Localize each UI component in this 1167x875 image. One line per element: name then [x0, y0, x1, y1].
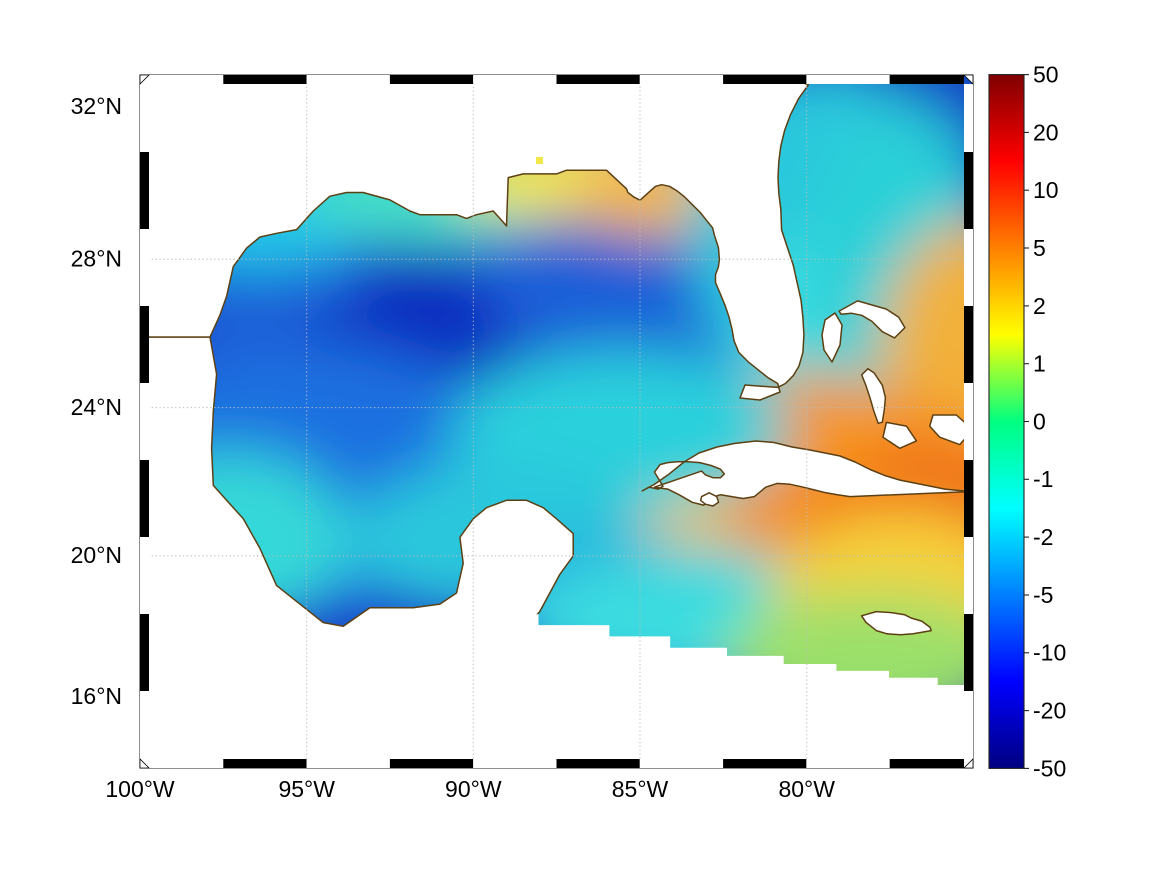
svg-text:-50: -50 [1033, 755, 1066, 781]
svg-text:32°N: 32°N [71, 93, 122, 119]
svg-text:20: 20 [1033, 119, 1059, 145]
svg-text:24°N: 24°N [71, 394, 122, 420]
svg-text:5: 5 [1033, 235, 1046, 261]
svg-text:-20: -20 [1033, 698, 1066, 724]
svg-text:20°N: 20°N [71, 542, 122, 568]
svg-text:-2: -2 [1033, 524, 1053, 550]
svg-text:2: 2 [1033, 293, 1046, 319]
svg-text:0: 0 [1033, 408, 1046, 434]
svg-text:28°N: 28°N [71, 246, 122, 272]
svg-text:-5: -5 [1033, 582, 1053, 608]
svg-text:10: 10 [1033, 177, 1059, 203]
svg-text:85°W: 85°W [612, 776, 669, 802]
svg-text:90°W: 90°W [445, 776, 502, 802]
svg-text:95°W: 95°W [278, 776, 335, 802]
svg-text:1: 1 [1033, 351, 1046, 377]
svg-text:80°W: 80°W [778, 776, 835, 802]
svg-text:-10: -10 [1033, 640, 1066, 666]
svg-text:50: 50 [1033, 62, 1059, 88]
svg-text:-1: -1 [1033, 466, 1053, 492]
svg-text:16°N: 16°N [71, 683, 122, 709]
svg-text:100°W: 100°W [105, 776, 175, 802]
